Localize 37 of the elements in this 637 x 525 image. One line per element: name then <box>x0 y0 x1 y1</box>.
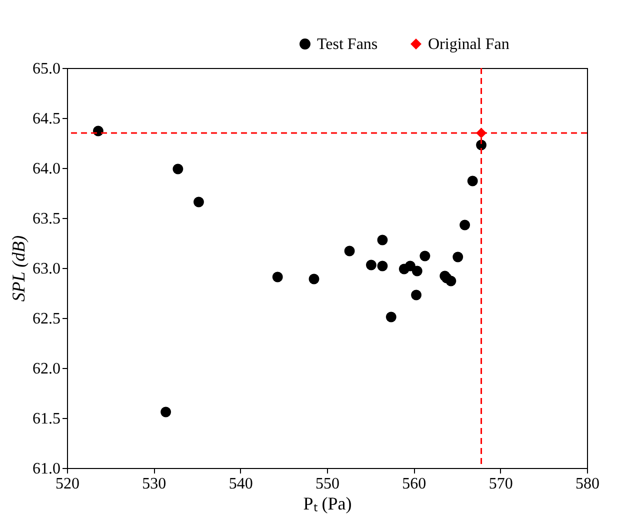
point <box>272 272 283 282</box>
y-tick-label: 61.0 <box>32 460 60 478</box>
x-tick-label: 550 <box>316 476 340 492</box>
y-tick-label: 63.0 <box>32 260 60 278</box>
y-tick-label: 63.5 <box>32 210 60 228</box>
point <box>467 176 478 186</box>
x-tick-label: 530 <box>142 476 166 492</box>
y-tick-label: 62.5 <box>32 310 60 328</box>
x-tick-label: 560 <box>402 476 426 492</box>
point <box>452 252 464 262</box>
point <box>412 266 422 276</box>
point <box>460 220 470 230</box>
point <box>420 250 430 262</box>
x-axis-title: Pₜ (Pa) <box>303 494 352 514</box>
y-tick-label: 65.0 <box>32 60 60 78</box>
y-axis-title: SPL (dB) <box>8 235 28 302</box>
point <box>386 312 396 322</box>
point <box>172 164 184 174</box>
point <box>344 246 355 256</box>
point <box>193 196 204 208</box>
x-tick-label: 570 <box>488 476 513 492</box>
legend-label: Test Fans <box>317 36 378 53</box>
y-tick-label: 61.5 <box>32 410 60 428</box>
x-tick-label: 540 <box>228 476 253 492</box>
point <box>308 274 320 284</box>
y-tick-label: 64.5 <box>32 110 60 128</box>
y-tick-label: 62.0 <box>32 360 60 378</box>
point <box>411 290 422 300</box>
point <box>446 276 456 286</box>
y-tick-label: 64.0 <box>32 160 60 178</box>
point <box>377 260 388 272</box>
legend-label: Original Fan <box>428 36 510 53</box>
point <box>366 260 376 270</box>
x-tick-label: 580 <box>576 476 600 492</box>
point <box>160 406 172 418</box>
x-tick-label: 520 <box>56 476 80 492</box>
point <box>377 234 388 246</box>
